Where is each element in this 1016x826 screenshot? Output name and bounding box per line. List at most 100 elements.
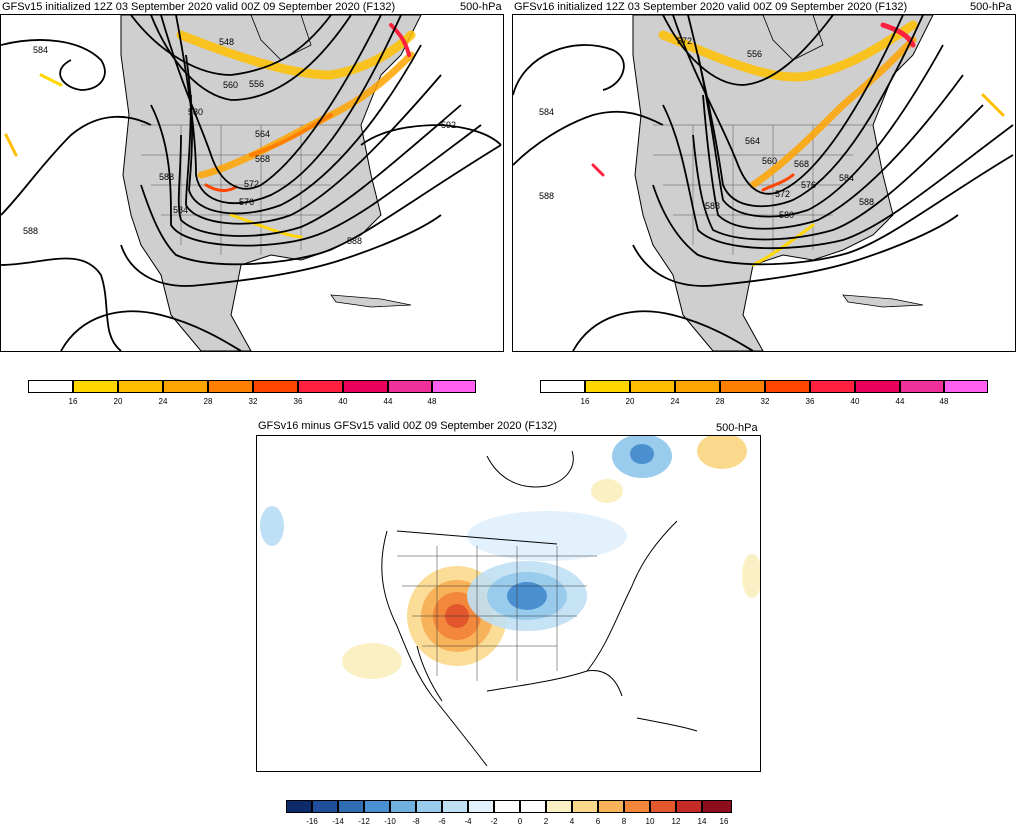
colorbar-tick: -4: [464, 817, 472, 826]
colorbar-tick: 36: [293, 397, 303, 406]
label-588-center: 588: [705, 201, 720, 211]
colorbar-swatch: [442, 800, 468, 813]
colorbar-swatch: [118, 380, 163, 393]
cuba: [636, 717, 698, 732]
colorbar-tick: -14: [332, 817, 344, 826]
diff-colorbar: -16 -14 -12 -10 -8 -6 -4 -2 0 2 4 6 8 10…: [286, 800, 732, 826]
colorbar-swatch: [432, 380, 476, 393]
colorbar-swatch: [163, 380, 208, 393]
hudson-bay: [486, 450, 574, 488]
cuba-land: [842, 294, 924, 308]
contour-588-west: [1, 115, 152, 216]
colorbar-tick: 40: [850, 397, 860, 406]
label-592: 592: [441, 120, 456, 130]
contour-588-south: [60, 310, 242, 351]
colorbar-swatch: [520, 800, 546, 813]
label-572-north: 572: [677, 36, 692, 46]
canada-border: [396, 530, 558, 545]
label-584-nw: 584: [539, 107, 554, 117]
colorbar-swatch: [494, 800, 520, 813]
label-588-east: 588: [347, 236, 362, 246]
gulf-coast: [486, 670, 623, 697]
right-panel-title: GFSv16 initialized 12Z 03 September 2020…: [514, 1, 908, 13]
cuba-land: [330, 294, 412, 308]
label-560: 560: [762, 156, 777, 166]
label-556: 556: [249, 79, 264, 89]
colorbar-tick: 12: [671, 817, 681, 826]
colorbar-tick: 10: [645, 817, 655, 826]
colorbar-swatch: [855, 380, 900, 393]
contour-572: [185, 74, 442, 225]
colorbar-tick: 28: [203, 397, 213, 406]
colorbar-tick: 16: [719, 817, 729, 826]
left-map-svg: 584 548 560 556 580 592 564 568 572 576 …: [1, 15, 502, 351]
label-584-center: 584: [173, 205, 188, 215]
label-548: 548: [219, 37, 234, 47]
contour-548: [130, 15, 332, 76]
colorbar-swatch: [546, 800, 572, 813]
colorbar-swatch: [208, 380, 253, 393]
left-wind-colorbar: 16 20 24 28 32 36 40 44 48: [28, 380, 476, 410]
colorbar-tick: -6: [438, 817, 446, 826]
left-map: 584 548 560 556 580 592 564 568 572 576 …: [0, 14, 504, 352]
colorbar-swatch: [364, 800, 390, 813]
colorbar-swatch: [585, 380, 630, 393]
colorbar-swatch: [540, 380, 585, 393]
colorbar-swatch: [572, 800, 598, 813]
colorbar-tick: 14: [697, 817, 707, 826]
colorbar-tick: -2: [490, 817, 498, 826]
colorbar-swatch: [388, 380, 432, 393]
colorbar-swatch: [28, 380, 73, 393]
colorbar-tick: 32: [248, 397, 258, 406]
left-panel-title: GFSv15 initialized 12Z 03 September 2020…: [2, 1, 396, 13]
left-panel-level: 500-hPa: [460, 1, 502, 13]
contour-588-outer: [1, 257, 122, 351]
label-580: 580: [779, 210, 794, 220]
colorbar-swatch: [720, 380, 765, 393]
colorbar-swatch: [630, 380, 675, 393]
label-580-north: 580: [188, 107, 203, 117]
colorbar-tick: 48: [939, 397, 949, 406]
colorbar-tick: 8: [621, 817, 627, 826]
canada-north-land: [250, 15, 312, 61]
colorbar-swatch: [676, 800, 702, 813]
colorbar-tick: 48: [427, 397, 437, 406]
bottom-panel-title: GFSv16 minus GFSv15 valid 00Z 09 Septemb…: [258, 420, 557, 432]
label-572: 572: [244, 179, 259, 189]
colorbar-tick: 4: [569, 817, 575, 826]
colorbar-swatch: [416, 800, 442, 813]
label-564: 564: [255, 129, 270, 139]
colorbar-tick: 40: [338, 397, 348, 406]
colorbar-tick: 24: [158, 397, 168, 406]
colorbar-swatch: [298, 380, 343, 393]
colorbar-tick: 20: [625, 397, 635, 406]
colorbar-tick: 32: [760, 397, 770, 406]
label-568: 568: [794, 159, 809, 169]
label-576: 576: [801, 180, 816, 190]
colorbar-tick: 6: [595, 817, 601, 826]
colorbar-swatch: [702, 800, 732, 813]
colorbar-swatch: [338, 800, 364, 813]
bottom-panel-level: 500-hPa: [716, 422, 758, 434]
label-588-east: 588: [859, 197, 874, 207]
baja: [416, 645, 443, 702]
colorbar-tick: 28: [715, 397, 725, 406]
colorbar-swatch: [810, 380, 855, 393]
colorbar-swatch: [900, 380, 944, 393]
colorbar-tick: -12: [358, 817, 370, 826]
right-map: 572 556 584 588 564 560 568 572 576 584 …: [512, 14, 1016, 352]
colorbar-swatch: [944, 380, 988, 393]
east-coast: [586, 520, 678, 672]
contour-592: [360, 124, 502, 146]
contour-580: [150, 104, 482, 247]
colorbar-swatch: [598, 800, 624, 813]
canada-north-land: [762, 15, 824, 61]
label-588-west: 588: [539, 191, 554, 201]
anomaly-fields: [260, 436, 760, 679]
colorbar-swatch: [286, 800, 312, 813]
colorbar-tick: 44: [895, 397, 905, 406]
label-560: 560: [223, 80, 238, 90]
colorbar-tick: 2: [543, 817, 549, 826]
contour-576: [177, 104, 462, 237]
label-584-east: 584: [839, 173, 854, 183]
